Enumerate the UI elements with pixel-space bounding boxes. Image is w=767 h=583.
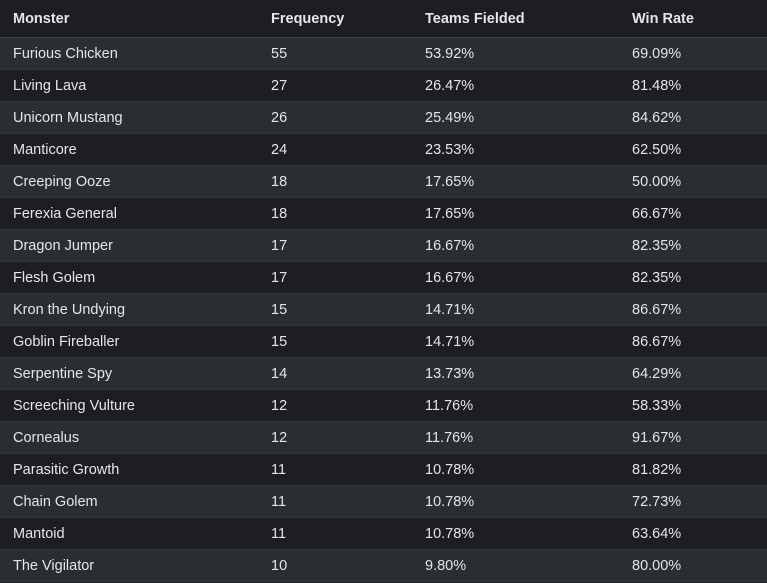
table-cell: 10.78%	[425, 493, 475, 510]
table-cell: 11	[271, 461, 287, 478]
table-cell: 11	[271, 525, 287, 542]
table-cell: 14.71%	[425, 333, 475, 350]
header-cell[interactable]: Frequency	[271, 10, 345, 27]
table-cell: 9.80%	[425, 557, 467, 574]
table-cell: 13.73%	[425, 365, 475, 382]
table-cell: 25.49%	[425, 109, 475, 126]
table-cell: 91.67%	[632, 429, 682, 446]
header-cell[interactable]: Win Rate	[632, 10, 694, 27]
table-row: The Vigilator 10 9.80% 80.00%	[0, 550, 767, 582]
header-cell[interactable]: Monster	[13, 10, 70, 27]
table-cell: Creeping Ooze	[13, 173, 111, 190]
table-cell: 16.67%	[425, 269, 475, 286]
table-cell: 18	[271, 173, 288, 190]
table-cell: The Vigilator	[13, 557, 95, 574]
table-cell: 55	[271, 45, 288, 62]
table-cell: 64.29%	[632, 365, 682, 382]
table-cell: 80.00%	[632, 557, 682, 574]
table-row: Furious Chicken 55 53.92% 69.09%	[0, 38, 767, 70]
table-cell: Unicorn Mustang	[13, 109, 123, 126]
table-cell: 10	[271, 557, 288, 574]
table-row: Serpentine Spy 14 13.73% 64.29%	[0, 358, 767, 390]
table-cell: 15	[271, 333, 288, 350]
table-cell: 12	[271, 397, 288, 414]
table-cell: 14	[271, 365, 288, 382]
table-cell: Flesh Golem	[13, 269, 96, 286]
table-cell: 66.67%	[632, 205, 682, 222]
table-cell: Living Lava	[13, 77, 87, 94]
table-cell: 50.00%	[632, 173, 682, 190]
table-cell: 11.76%	[425, 429, 474, 446]
table-cell: 17.65%	[425, 205, 475, 222]
table-cell: 84.62%	[632, 109, 682, 126]
table-cell: 10.78%	[425, 525, 475, 542]
table-cell: 72.73%	[632, 493, 682, 510]
table-row: Screeching Vulture 12 11.76% 58.33%	[0, 390, 767, 422]
table-cell: 86.67%	[632, 301, 682, 318]
table-cell: Manticore	[13, 141, 77, 158]
table-cell: 69.09%	[632, 45, 682, 62]
table-row: Living Lava 27 26.47% 81.48%	[0, 70, 767, 102]
table-row: Manticore 24 23.53% 62.50%	[0, 134, 767, 166]
table-cell: 17	[271, 269, 288, 286]
table-cell: 17	[271, 237, 288, 254]
table-cell: Screeching Vulture	[13, 397, 135, 414]
table-cell: Dragon Jumper	[13, 237, 113, 254]
table-row: Goblin Fireballer 15 14.71% 86.67%	[0, 326, 767, 358]
table-row: Chain Golem 11 10.78% 72.73%	[0, 486, 767, 518]
table-cell: 23.53%	[425, 141, 475, 158]
table-cell: Kron the Undying	[13, 301, 126, 318]
table-row: Parasitic Growth 11 10.78% 81.82%	[0, 454, 767, 486]
table-cell: Furious Chicken	[13, 45, 118, 62]
table-cell: 15	[271, 301, 288, 318]
table-row: Dragon Jumper 17 16.67% 82.35%	[0, 230, 767, 262]
table-cell: 24	[271, 141, 288, 158]
table-cell: Ferexia General	[13, 205, 117, 222]
table-row: Creeping Ooze 18 17.65% 50.00%	[0, 166, 767, 198]
table-cell: 17.65%	[425, 173, 475, 190]
table-cell: 14.71%	[425, 301, 475, 318]
table-cell: Parasitic Growth	[13, 461, 120, 478]
table-cell: Mantoid	[13, 525, 65, 542]
table-cell: 86.67%	[632, 333, 682, 350]
table-cell: 10.78%	[425, 461, 475, 478]
table-row: Mantoid 11 10.78% 63.64%	[0, 518, 767, 550]
table-cell: Serpentine Spy	[13, 365, 113, 382]
table-cell: 26.47%	[425, 77, 475, 94]
table-cell: 16.67%	[425, 237, 475, 254]
table-cell: 27	[271, 77, 288, 94]
table-cell: Goblin Fireballer	[13, 333, 120, 350]
header-cell[interactable]: Teams Fielded	[425, 10, 525, 27]
table-row: Unicorn Mustang 26 25.49% 84.62%	[0, 102, 767, 134]
table-row: Flesh Golem 17 16.67% 82.35%	[0, 262, 767, 294]
table-cell: 11.76%	[425, 397, 474, 414]
table-cell: 11	[271, 493, 287, 510]
table-row: Ferexia General 18 17.65% 66.67%	[0, 198, 767, 230]
table-cell: Cornealus	[13, 429, 80, 446]
table-cell: 62.50%	[632, 141, 682, 158]
table-cell: Chain Golem	[13, 493, 98, 510]
table-cell: 12	[271, 429, 288, 446]
table-cell: 18	[271, 205, 288, 222]
table-cell: 82.35%	[632, 237, 682, 254]
table-row: Cornealus 12 11.76% 91.67%	[0, 422, 767, 454]
table-cell: 82.35%	[632, 269, 682, 286]
table-cell: 53.92%	[425, 45, 475, 62]
table-cell: 58.33%	[632, 397, 682, 414]
table-cell: 26	[271, 109, 288, 126]
header-row: Monster Frequency Teams Fielded Win Rate	[0, 0, 767, 38]
table-row: Kron the Undying 15 14.71% 86.67%	[0, 294, 767, 326]
table-cell: 81.48%	[632, 77, 682, 94]
table-cell: 63.64%	[632, 525, 682, 542]
table-cell: 81.82%	[632, 461, 682, 478]
